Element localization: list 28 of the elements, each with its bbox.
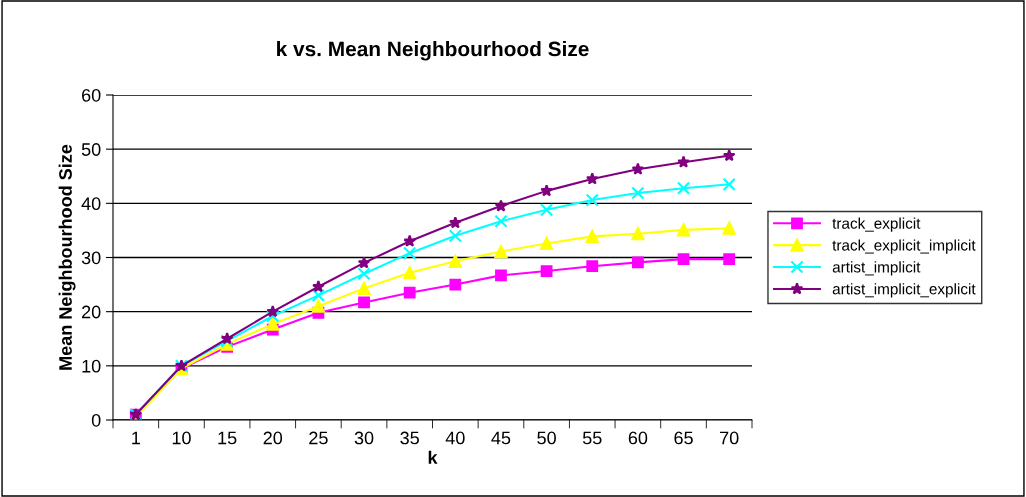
x-tick-label: 45 — [491, 431, 511, 445]
x-axis-title: k — [428, 450, 438, 464]
x-tick-label: 25 — [309, 431, 328, 445]
x-tick-label: 70 — [720, 431, 739, 445]
y-tick-label: 10 — [82, 359, 101, 373]
x-tick-label: 50 — [537, 431, 556, 445]
y-axis-title: Mean Neighbourhood Size — [58, 144, 76, 370]
legend-label: artist_implicit_explicit — [832, 283, 976, 298]
x-tick-label: 1 — [132, 431, 140, 445]
x-tick-label: 10 — [172, 431, 191, 445]
y-tick-label: 60 — [82, 88, 101, 102]
legend-label: artist_implicit — [832, 261, 921, 276]
x-tick-label: 65 — [674, 431, 693, 445]
x-tick-label: 20 — [263, 431, 283, 445]
y-tick-label: 40 — [81, 197, 101, 211]
y-tick-label: 50 — [81, 143, 101, 156]
x-tick-label: 30 — [354, 431, 374, 445]
y-tick-label: 20 — [82, 305, 101, 319]
x-tick-label: 35 — [400, 431, 419, 445]
chart-title: k vs. Mean Neighbourhood Size — [277, 41, 589, 61]
legend-label: track_explicit — [832, 217, 921, 232]
x-tick-label: 15 — [218, 431, 237, 445]
y-tick-label: 30 — [81, 251, 101, 265]
x-tick-label: 55 — [582, 431, 602, 445]
x-tick-label: 40 — [445, 431, 465, 445]
y-tick-label: 0 — [91, 413, 101, 427]
x-tick-label: 60 — [628, 431, 648, 445]
legend-label: track_explicit_implicit — [832, 239, 976, 254]
